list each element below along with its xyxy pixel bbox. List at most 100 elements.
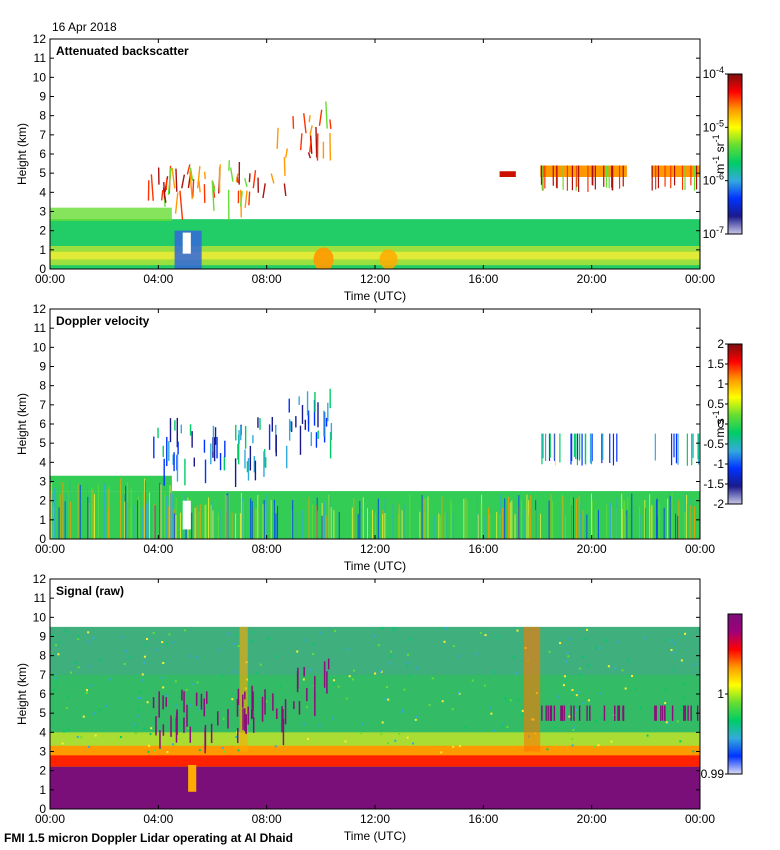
y-axis-label: Height (km) (15, 393, 29, 455)
signal-noise (380, 627, 383, 630)
signal-noise (85, 691, 88, 694)
signal-noise (192, 683, 195, 686)
y-tick-label: 0 (39, 802, 46, 816)
signal-noise (483, 684, 486, 687)
cloud-streak (196, 166, 201, 189)
signal-noise (123, 662, 126, 665)
signal-noise (631, 674, 634, 677)
signal-noise (139, 691, 142, 694)
signal-noise (506, 725, 509, 728)
signal-noise (513, 656, 516, 659)
signal-noise (597, 744, 600, 747)
signal-noise (360, 732, 363, 735)
signal-noise (98, 708, 101, 711)
signal-noise (250, 640, 253, 643)
signal-noise (165, 643, 168, 646)
colorbar-tick-label: 0.5 (707, 397, 724, 411)
cloud-streak (262, 183, 266, 199)
signal-noise (348, 675, 351, 678)
signal-noise (443, 640, 446, 643)
signal-noise (587, 664, 590, 667)
signal-noise (601, 718, 604, 721)
signal-noise (599, 692, 602, 695)
cloud-streak (248, 173, 251, 183)
signal-noise (479, 631, 482, 634)
signal-noise (388, 662, 391, 665)
cloud-streak (236, 176, 239, 183)
x-tick-label: 08:00 (252, 812, 282, 826)
signal-noise (352, 669, 355, 672)
date-label: 16 Apr 2018 (52, 20, 117, 34)
signal-noise (673, 668, 676, 671)
signal-noise (464, 726, 467, 729)
signal-noise (333, 629, 336, 632)
y-tick-label: 4 (39, 455, 46, 469)
colorbar-tick-label: -1.5 (703, 477, 724, 491)
signal-noise (150, 727, 153, 730)
signal-noise (563, 675, 566, 678)
signal-noise (174, 680, 177, 683)
signal-noise (471, 679, 474, 682)
colorbar-unit-label: m-1 sr-1 (711, 134, 727, 173)
signal-noise (147, 750, 150, 753)
signal-noise (374, 672, 377, 675)
signal-noise (134, 732, 137, 735)
signal-noise (385, 686, 388, 689)
signal-noise (251, 631, 254, 634)
signal-noise (121, 635, 124, 638)
signal-noise (166, 694, 169, 697)
signal-noise (428, 703, 431, 706)
signal-noise (166, 751, 169, 754)
cloud-streak (299, 133, 303, 151)
signal-noise (236, 633, 239, 636)
signal-noise (627, 659, 630, 662)
y-tick-label: 3 (39, 475, 46, 489)
colorbar-tick-label: 1 (717, 377, 724, 391)
x-tick-label: 12:00 (360, 812, 390, 826)
signal-noise (223, 750, 226, 753)
colorbar-tick-label: 0 (717, 417, 724, 431)
y-tick-label: 5 (39, 436, 46, 450)
cloud-streak (325, 101, 328, 129)
x-axis-label: Time (UTC) (344, 289, 406, 303)
signal-noise (516, 629, 519, 632)
signal-noise (162, 662, 165, 665)
y-tick-label: 2 (39, 224, 46, 238)
x-tick-label: 08:00 (252, 272, 282, 286)
signal-noise (135, 726, 138, 729)
y-tick-label: 12 (33, 572, 47, 586)
signal-noise (595, 646, 598, 649)
signal-noise (458, 745, 461, 748)
signal-noise (162, 676, 165, 679)
colorbar-tick-label: -1 (713, 457, 724, 471)
x-tick-label: 00:00 (35, 812, 65, 826)
signal-noise (501, 724, 504, 727)
signal-noise (227, 632, 230, 635)
signal-noise (85, 689, 88, 692)
signal-noise (55, 681, 58, 684)
signal-noise (452, 645, 455, 648)
colorbar-tick-label: 10-5 (703, 118, 724, 134)
signal-noise (414, 718, 417, 721)
cloud-streak (276, 127, 279, 149)
signal-noise (431, 677, 434, 680)
cloud-streak (318, 109, 323, 126)
y-tick-label: 1 (39, 243, 46, 257)
signal-noise (237, 645, 240, 648)
signal-noise (152, 632, 155, 635)
signal-noise (265, 700, 268, 703)
colorbar-unit-label: m s-1 (711, 410, 727, 437)
cloud-streak (283, 156, 286, 176)
y-tick-label: 5 (39, 166, 46, 180)
cloud-streak (244, 178, 248, 188)
signal-noise (508, 700, 511, 703)
signal-noise (337, 685, 340, 688)
signal-noise (77, 666, 80, 669)
signal-noise (87, 631, 90, 634)
cloud-streak (248, 191, 251, 206)
signal-noise (381, 721, 384, 724)
signal-noise (504, 697, 507, 700)
signal-noise (232, 642, 235, 645)
signal-noise (553, 726, 556, 729)
signal-noise (574, 714, 577, 717)
